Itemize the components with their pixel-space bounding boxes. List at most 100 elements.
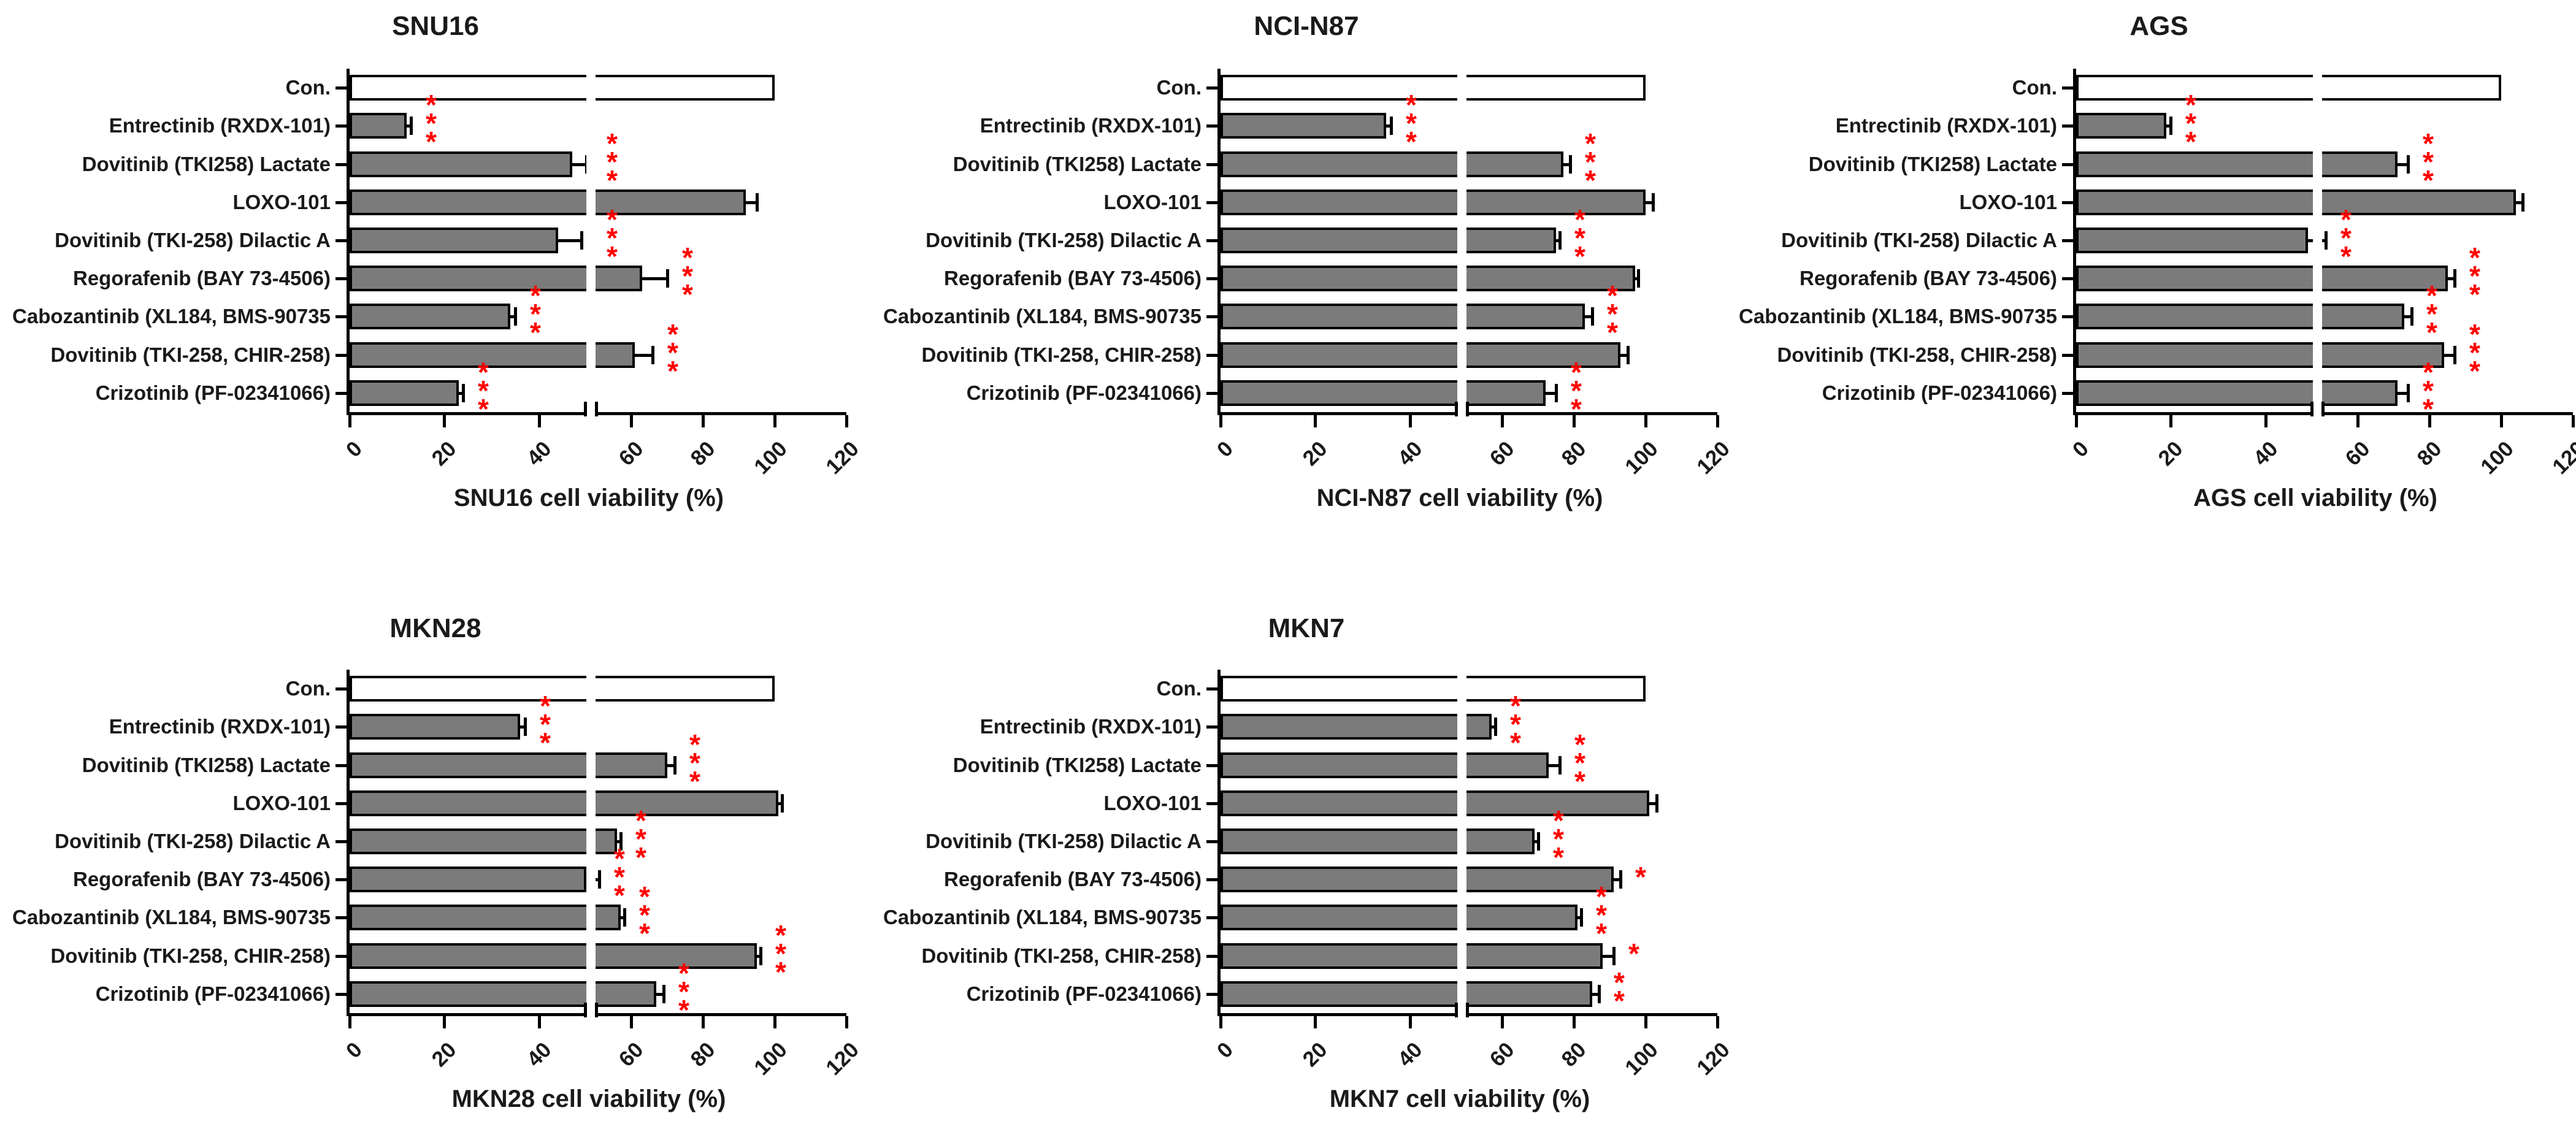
category-label: Con.	[0, 676, 331, 701]
error-bar-cap	[2407, 384, 2410, 402]
x-tick	[538, 415, 541, 427]
y-tick	[335, 239, 347, 242]
x-tick	[1501, 415, 1504, 427]
viability-bar	[350, 266, 642, 291]
error-bar-line	[621, 916, 624, 919]
significance-star: *	[1574, 729, 1585, 760]
error-bar-cap	[1591, 307, 1594, 326]
category-label: Dovitinib (TKI-258, CHIR-258)	[871, 944, 1202, 968]
significance-star: *	[1574, 765, 1585, 797]
significance-star: *	[2340, 240, 2352, 272]
category-label-text: LOXO-101	[1959, 191, 2057, 213]
category-label: Entrectinib (RXDX-101)	[871, 113, 1202, 138]
x-tick-label: 120	[2547, 437, 2576, 479]
x-tick	[2075, 415, 2078, 427]
viability-bar	[1221, 790, 1649, 816]
x-tick	[845, 1016, 848, 1028]
axis-break-stripe	[2313, 69, 2322, 412]
significance-star: *	[1406, 89, 1417, 121]
x-axis-title-mkn7: MKN7 cell viability (%)	[1329, 1085, 1590, 1112]
significance-star: *	[2185, 89, 2196, 121]
error-bar-cap	[462, 384, 465, 402]
category-label-text: LOXO-101	[1103, 191, 1202, 213]
significance-star: *	[2423, 146, 2434, 178]
x-tick-label: 0	[1212, 1038, 1238, 1063]
y-axis-line	[347, 670, 350, 1016]
significance-star: *	[1585, 128, 1596, 159]
x-tick	[2428, 415, 2431, 427]
category-label: Dovitinib (TKI-258, CHIR-258)	[0, 343, 331, 367]
category-label-text: Regorafenib (BAY 73-4506)	[944, 868, 1202, 890]
x-tick	[2264, 415, 2267, 427]
category-label-text: Dovitinib (TKI258) Lactate	[1808, 153, 2057, 175]
x-tick	[1573, 415, 1576, 427]
category-label: Crizotinib (PF-02341066)	[0, 982, 331, 1006]
x-tick-label: 20	[427, 1038, 461, 1072]
category-label: Entrectinib (RXDX-101)	[0, 113, 331, 138]
category-label: Entrectinib (RXDX-101)	[1742, 113, 2057, 138]
error-bar-cap	[1494, 718, 1497, 736]
viability-bar	[2076, 113, 2166, 139]
significance-star: *	[1574, 204, 1585, 235]
significance-star: *	[426, 107, 437, 139]
category-label-text: LOXO-101	[232, 792, 331, 814]
x-tick	[845, 415, 848, 427]
viability-bar	[350, 867, 586, 892]
significance-star: *	[426, 89, 437, 121]
category-label: Regorafenib (BAY 73-4506)	[0, 867, 331, 892]
x-tick	[1409, 415, 1412, 427]
error-bar-line	[2444, 354, 2455, 357]
significance-star: *	[667, 337, 678, 369]
x-tick-label: 80	[686, 437, 720, 471]
category-label-text: Entrectinib (RXDX-101)	[979, 114, 1202, 137]
error-bar-line	[407, 124, 412, 128]
error-bar-cap	[1555, 384, 1558, 402]
error-bar-line	[520, 725, 525, 729]
axis-break-mark-left	[2310, 402, 2313, 416]
error-bar-line	[635, 354, 653, 357]
category-label-text: Cabozantinib (XL184, BMS-90735	[883, 305, 1202, 327]
significance-star: *	[1574, 240, 1585, 272]
significance-star: *	[1614, 966, 1625, 998]
significance-star: *	[530, 316, 541, 348]
x-axis-title-nci-n87: NCI-N87 cell viability (%)	[1316, 484, 1603, 511]
chart-title-mkn7: MKN7	[1268, 613, 1345, 643]
significance-star: *	[540, 690, 551, 722]
error-bar-line	[746, 201, 757, 204]
significance-star: *	[689, 729, 700, 760]
viability-bar	[350, 981, 656, 1007]
category-label: Regorafenib (BAY 73-4506)	[871, 867, 1202, 892]
viability-bar	[350, 943, 757, 969]
error-bar-line	[2404, 315, 2412, 318]
error-bar-line	[1592, 993, 1600, 996]
x-tick-label: 120	[821, 1038, 864, 1080]
category-label-text: Dovitinib (TKI-258, CHIR-258)	[50, 343, 331, 366]
y-tick	[2062, 239, 2073, 242]
significance-star: *	[614, 861, 625, 893]
x-tick-label: 40	[1393, 437, 1427, 471]
significance-star: *	[2340, 222, 2352, 254]
axis-break-mark-right	[595, 1003, 598, 1017]
category-label-text: Dovitinib (TKI-258) Dilactic A	[1781, 229, 2057, 251]
x-tick-label: 0	[1212, 437, 1238, 462]
viability-bar	[1221, 228, 1556, 253]
category-label-text: Entrectinib (RXDX-101)	[979, 715, 1202, 738]
error-bar-line	[757, 955, 761, 958]
error-bar-line	[1386, 124, 1391, 128]
x-tick	[1219, 1016, 1222, 1028]
error-bar-line	[459, 392, 464, 395]
viability-bar	[1221, 943, 1603, 969]
viability-bar	[350, 752, 667, 778]
significance-star: *	[540, 727, 551, 759]
category-label-text: Con.	[1156, 76, 1202, 99]
y-tick	[335, 86, 347, 90]
error-bar-cap	[651, 346, 654, 364]
x-tick	[2500, 415, 2503, 427]
y-tick	[335, 392, 347, 395]
error-bar-line	[2398, 163, 2409, 166]
category-label: LOXO-101	[1742, 190, 2057, 215]
y-tick	[1206, 725, 1217, 729]
y-tick	[2062, 354, 2073, 357]
axis-break-stripe	[586, 69, 596, 412]
viability-bar	[2076, 342, 2444, 368]
